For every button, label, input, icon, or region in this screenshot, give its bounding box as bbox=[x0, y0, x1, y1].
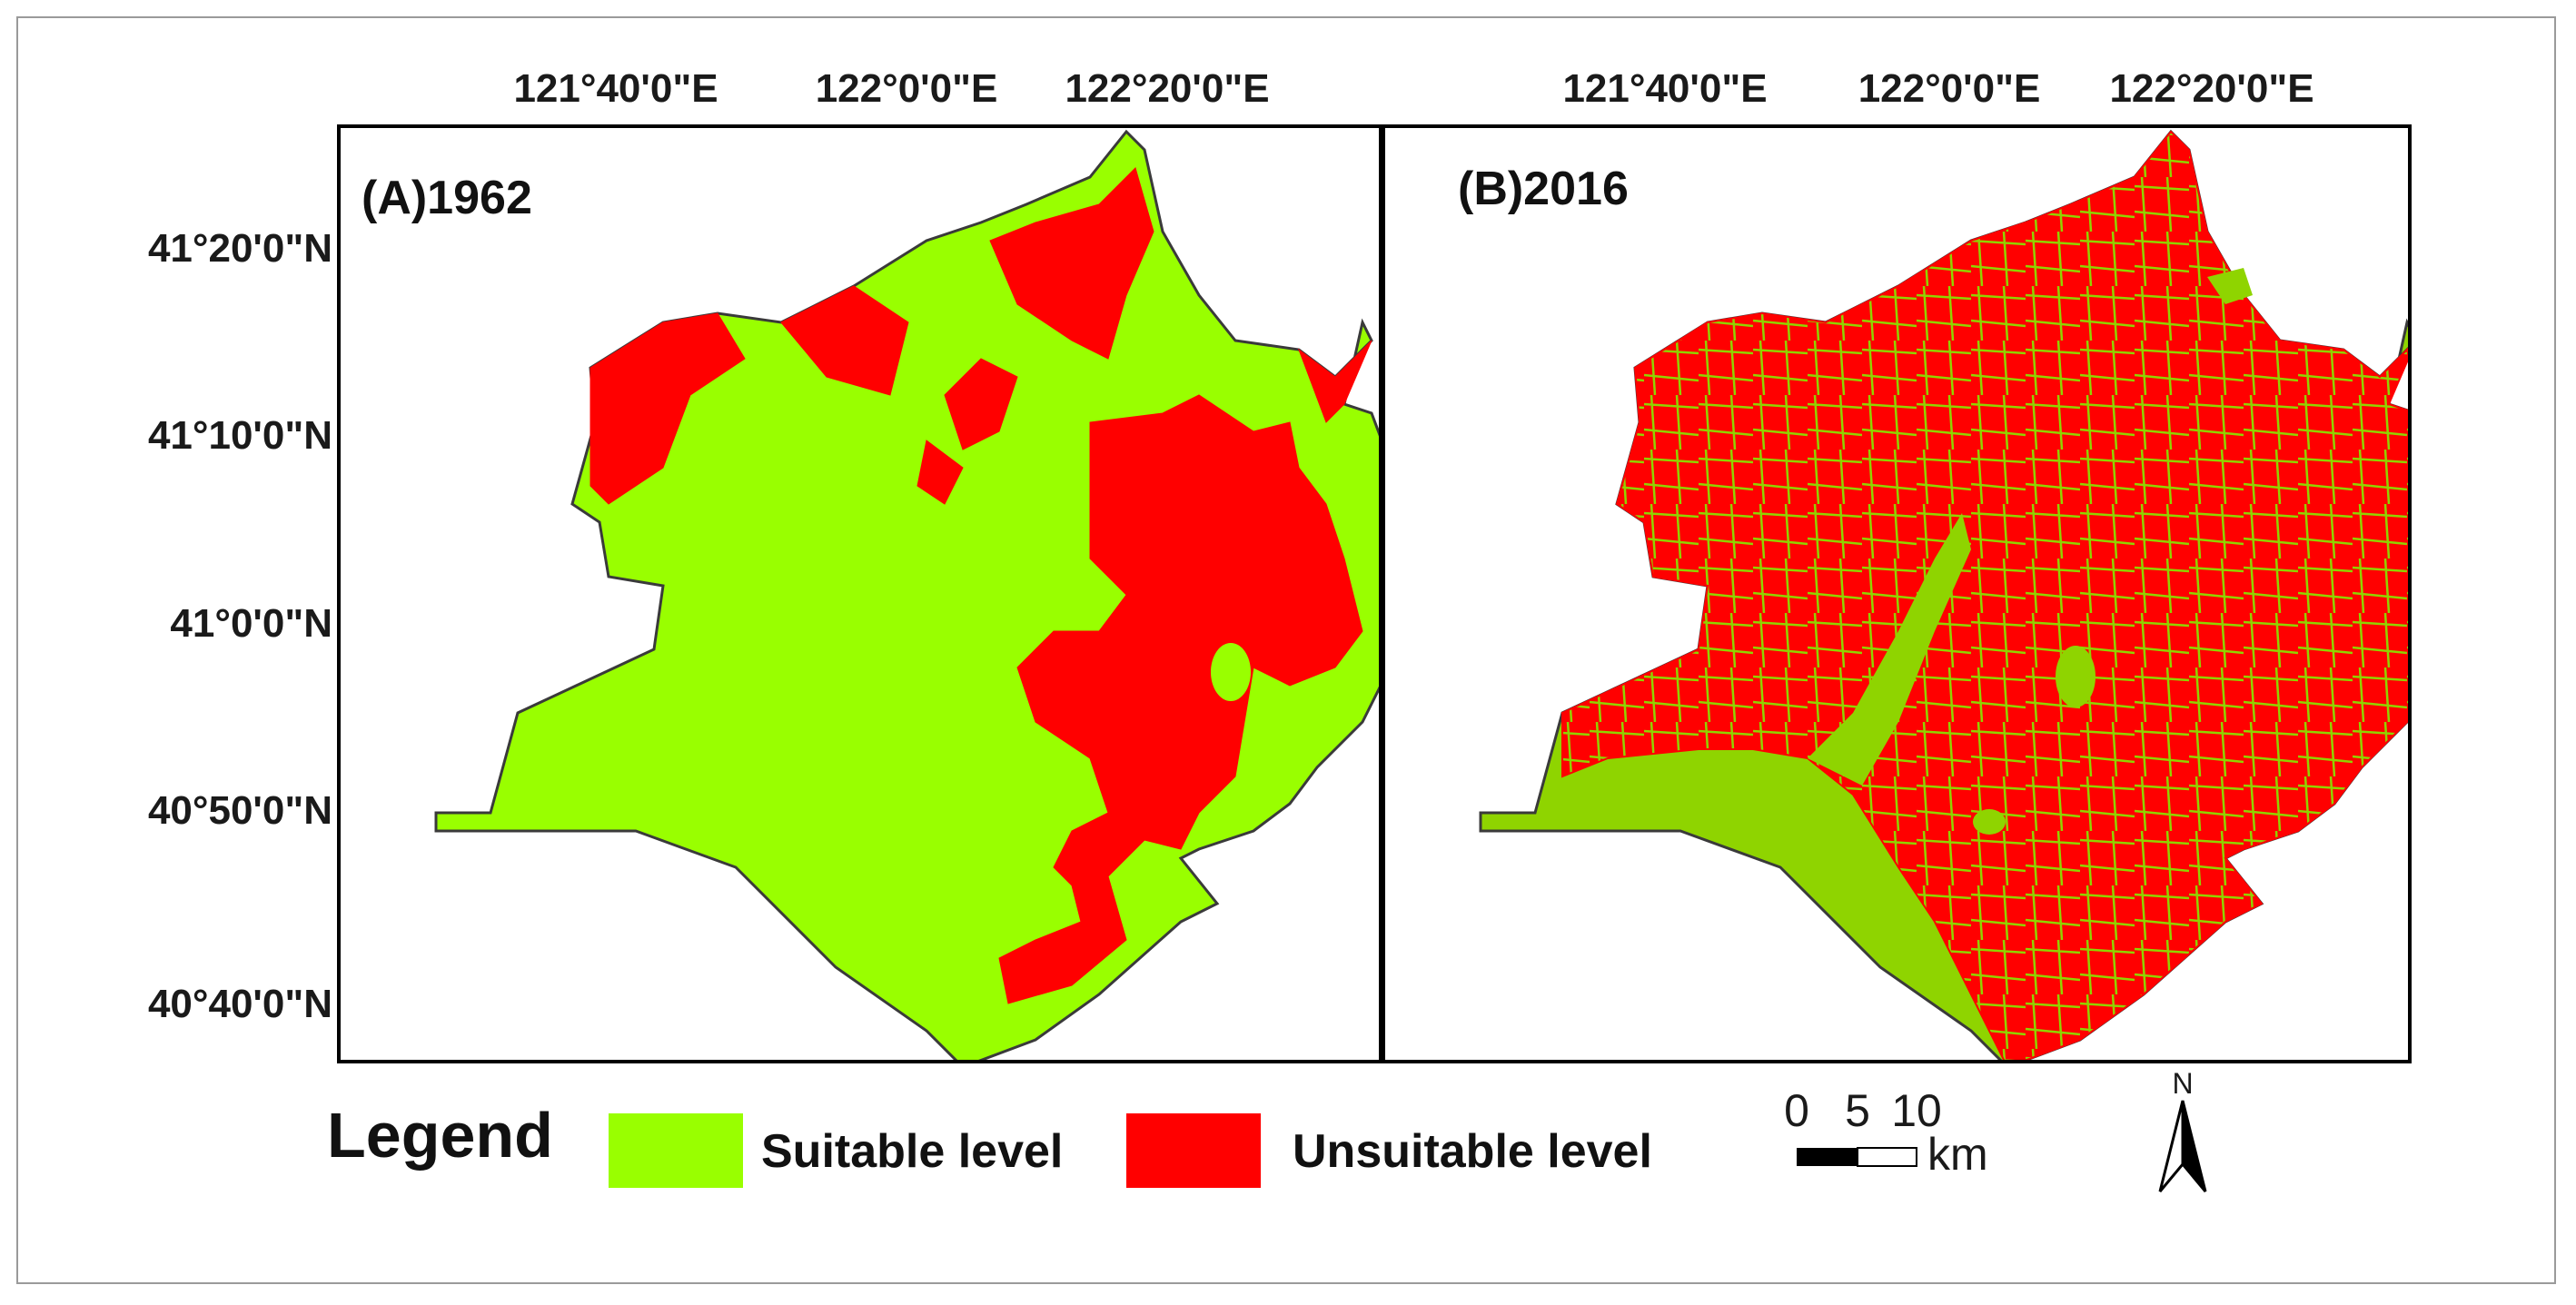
panel-a-lake bbox=[1211, 643, 1251, 701]
scale-tick-0: 0 bbox=[1784, 1085, 1809, 1136]
panel-a-tick-top-2: 122°0'0"E bbox=[816, 66, 998, 111]
panel-b-top-ticks: 121°40'0"E 122°0'0"E 122°20'0"E bbox=[1562, 66, 2313, 111]
legend-swatch-suitable bbox=[609, 1113, 743, 1188]
scale-tick-5: 5 bbox=[1845, 1085, 1870, 1136]
panel-b-label: (B)2016 bbox=[1458, 163, 1629, 215]
legend-title: Legend bbox=[327, 1100, 553, 1171]
panel-b-frame bbox=[1382, 124, 2412, 1063]
tick-left-2: 41°10'0"N bbox=[148, 413, 332, 458]
panel-a-label: (A)1962 bbox=[362, 172, 532, 224]
panel-b-tick-top-1: 121°40'0"E bbox=[1562, 66, 1767, 111]
north-label: N bbox=[2172, 1067, 2193, 1100]
panel-b-unsuitable-area bbox=[1561, 130, 2410, 1062]
panel-b-park bbox=[1973, 809, 2006, 835]
legend-label-unsuitable: Unsuitable level bbox=[1293, 1125, 1652, 1178]
tick-left-1: 41°20'0"N bbox=[148, 226, 332, 271]
panel-a-top-ticks: 121°40'0"E 122°0'0"E 122°20'0"E bbox=[513, 66, 1269, 111]
left-ticks: 41°20'0"N 41°10'0"N 41°0'0"N 40°50'0"N 4… bbox=[148, 226, 332, 1026]
panel-b-lake bbox=[2056, 646, 2095, 707]
legend-label-suitable: Suitable level bbox=[761, 1125, 1064, 1178]
scale-unit: km bbox=[1927, 1129, 1988, 1180]
scale-segment-black bbox=[1797, 1148, 1858, 1166]
panel-a-tick-top-1: 121°40'0"E bbox=[513, 66, 718, 111]
scale-tick-10: 10 bbox=[1891, 1085, 1942, 1136]
legend-swatch-unsuitable bbox=[1126, 1113, 1261, 1188]
panel-a-map bbox=[434, 130, 1381, 1062]
scale-segment-white bbox=[1857, 1147, 1917, 1167]
tick-left-3: 41°0'0"N bbox=[170, 601, 332, 646]
tick-left-4: 40°50'0"N bbox=[148, 788, 332, 833]
scale-bar: 0 5 10 km bbox=[1784, 1085, 1988, 1180]
tick-left-5: 40°40'0"N bbox=[148, 982, 332, 1026]
figure-frame bbox=[16, 16, 2556, 1284]
north-arrow-icon: N bbox=[2158, 1067, 2207, 1192]
panel-b-green-patch bbox=[2207, 268, 2253, 304]
panel-a-unsuitable-area bbox=[590, 167, 1372, 1004]
panel-a-tick-top-3: 122°20'0"E bbox=[1065, 66, 1269, 111]
panel-b-green-corridor bbox=[1808, 513, 1971, 786]
panel-b-tick-top-2: 122°0'0"E bbox=[1858, 66, 2041, 111]
panel-a-frame bbox=[337, 124, 1382, 1063]
panel-b-map bbox=[1479, 130, 2410, 1062]
panel-b-tick-top-3: 122°20'0"E bbox=[2109, 66, 2313, 111]
